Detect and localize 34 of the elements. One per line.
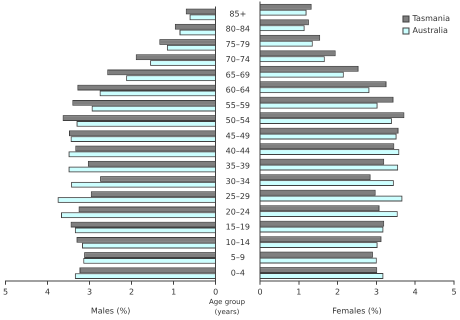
y-tick-label: 60–64 xyxy=(226,86,250,95)
y-tick-label: 70–74 xyxy=(226,55,250,64)
legend-label: Tasmania xyxy=(411,14,450,24)
x-tick-label: 5 xyxy=(451,288,457,297)
y-tick-label: 15–19 xyxy=(226,222,250,232)
x-tick-label: 1 xyxy=(296,288,302,297)
y-tick-label: 5–9 xyxy=(230,253,245,262)
x-tick-label: 4 xyxy=(45,288,50,297)
y-tick-label: 80–84 xyxy=(226,24,250,34)
y-tick-label: 20–24 xyxy=(226,207,250,216)
y-tick-label: 45–49 xyxy=(226,131,250,140)
x-axis-title: Males (%) xyxy=(90,306,130,316)
legend-label: Australia xyxy=(412,26,448,36)
y-tick-label: 65–69 xyxy=(226,70,250,80)
y-tick-label: 85+ xyxy=(229,9,246,18)
x-tick-label: 1 xyxy=(171,288,176,297)
x-axis-title: Females (%) xyxy=(332,306,382,316)
x-tick-label: 3 xyxy=(87,288,92,297)
x-tick-label: 4 xyxy=(412,288,418,297)
y-tick-label: 30–34 xyxy=(226,176,250,186)
x-tick-label: 2 xyxy=(129,288,134,297)
y-tick-label: 40–44 xyxy=(226,146,250,156)
x-tick-label: 5 xyxy=(3,288,8,297)
x-tick-label: 3 xyxy=(374,288,379,297)
y-tick-label: 50–54 xyxy=(226,116,250,126)
y-tick-label: 35–39 xyxy=(226,162,250,171)
y-tick-label: 75–79 xyxy=(226,40,250,49)
y-tick-label: 55–59 xyxy=(226,100,250,110)
x-tick-label: 0 xyxy=(213,288,218,297)
y-tick-label: 0–4 xyxy=(230,268,245,278)
y-tick-label: 10–14 xyxy=(226,238,250,247)
y-tick-label: 25–29 xyxy=(226,192,250,202)
x-tick-label: 2 xyxy=(335,288,340,297)
x-tick-label: 0 xyxy=(257,288,263,297)
